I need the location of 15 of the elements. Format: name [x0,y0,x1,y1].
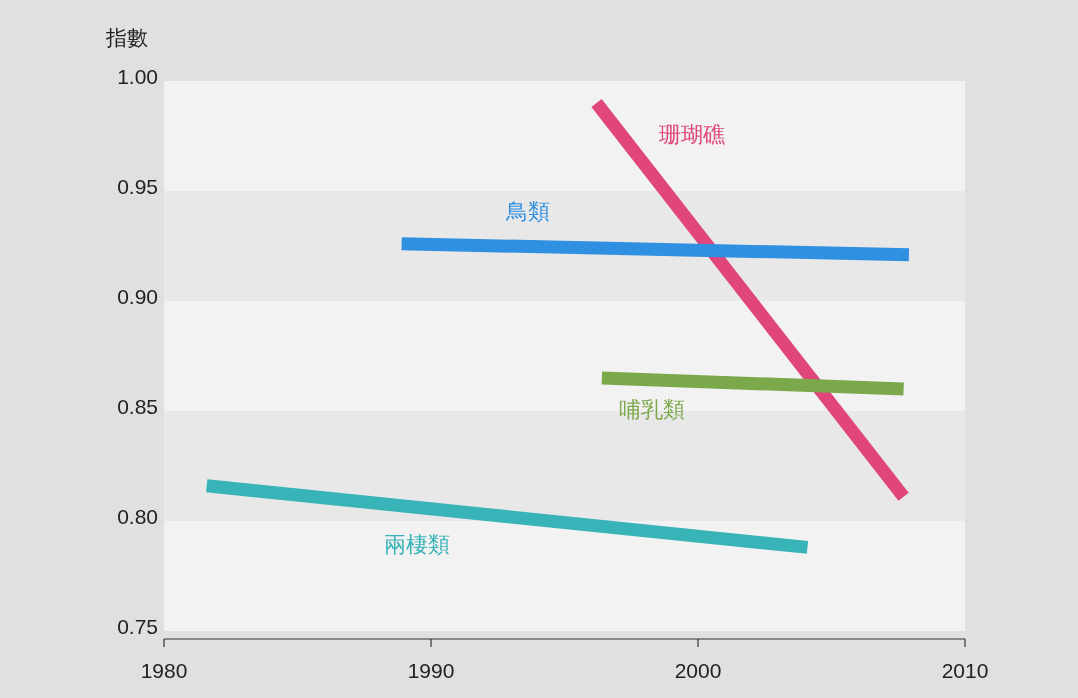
series-label: 兩棲類 [383,532,450,558]
y-tick-label: 0.95 [117,175,158,198]
series-label: 鳥類 [505,198,551,224]
x-tick-label: 2010 [941,659,989,682]
x-tick-label: 1980 [140,659,188,682]
y-axis-title: 指數 [105,26,148,49]
x-tick-label: 1990 [407,659,455,682]
y-tick-label: 0.85 [117,395,158,418]
series-label: 哺乳類 [618,396,685,422]
y-tick-label: 0.90 [117,285,158,308]
y-tick-label: 1.00 [117,65,158,88]
x-tick-label: 2000 [674,659,722,682]
y-tick-label: 0.75 [117,615,158,638]
y-tick-label: 0.80 [117,505,158,528]
series-label: 珊瑚礁 [659,122,726,148]
